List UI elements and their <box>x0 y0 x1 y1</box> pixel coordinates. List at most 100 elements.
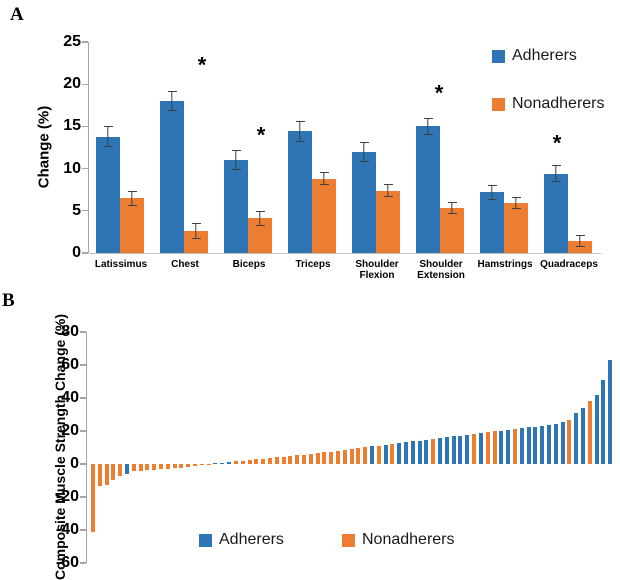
nonadherers-error-bar <box>319 171 329 186</box>
panel-a-y-tick-label: 0 <box>72 244 81 261</box>
nonadherers-bar <box>111 464 116 480</box>
panel-b-y-tick <box>80 430 86 432</box>
adherers-bar <box>499 430 504 464</box>
nonadherers-bar <box>240 460 245 464</box>
nonadherers-legend-label: Nonadherers <box>362 531 455 548</box>
panel-b-y-tick <box>80 397 86 399</box>
panel-b-y-tick-label: -60 <box>55 554 79 571</box>
adherers-bar <box>594 394 599 464</box>
adherers-bar <box>438 438 443 464</box>
significance-asterisk: * <box>197 53 207 79</box>
adherers-error-bar <box>551 165 561 183</box>
panel-b-y-tick-label: 60 <box>61 356 79 373</box>
nonadherers-bar <box>104 464 109 486</box>
nonadherers-bar <box>349 448 354 464</box>
panel-b-y-tick-label: 20 <box>61 422 79 439</box>
nonadherers-bar <box>492 431 497 464</box>
panel-b-y-tick-label: -40 <box>55 521 79 538</box>
bar-group-triceps <box>281 42 345 253</box>
nonadherers-bar <box>261 458 266 464</box>
nonadherers-bar <box>335 450 340 464</box>
adherers-bar <box>125 464 130 474</box>
bar-group-quadraceps <box>537 42 601 253</box>
panel-a-y-tick <box>82 252 88 254</box>
panel-a-y-tick-label: 5 <box>72 201 81 219</box>
nonadherers-bar <box>152 464 157 470</box>
bar-group-shoulder-flexion <box>345 42 409 253</box>
adherers-bar <box>352 151 376 253</box>
adherers-error-bar <box>359 141 369 162</box>
nonadherers-swatch <box>342 533 355 547</box>
adherers-bar <box>451 436 456 464</box>
nonadherers-bar <box>159 464 164 470</box>
nonadherers-error-bar <box>447 202 457 215</box>
nonadherers-swatch <box>492 97 505 111</box>
category-label: Latissimus <box>94 259 148 270</box>
panel-a-y-tick-label: 20 <box>63 75 81 93</box>
panel-b-y-tick <box>80 364 86 366</box>
nonadherers-bar <box>567 420 572 464</box>
bar-group-chest <box>153 42 217 253</box>
adherers-bar <box>519 428 524 464</box>
nonadherers-bar <box>91 464 95 532</box>
category-label: Triceps <box>295 259 331 270</box>
adherers-bar <box>546 424 551 464</box>
nonadherers-bar <box>376 190 400 253</box>
panel-b-legend-adherers: Adherers <box>199 531 284 548</box>
nonadherers-bar <box>504 203 528 253</box>
panel-a-x-axis-line <box>89 252 601 254</box>
nonadherers-error-bar <box>383 183 393 198</box>
adherers-bar <box>96 136 120 253</box>
nonadherers-bar <box>472 433 477 464</box>
nonadherers-bar <box>390 443 395 464</box>
nonadherers-bar <box>172 464 177 469</box>
category-label: Chest <box>171 259 199 270</box>
nonadherers-bar <box>322 452 327 464</box>
adherers-bar <box>458 435 463 464</box>
adherers-bar <box>410 441 415 464</box>
nonadherers-bar <box>315 453 320 464</box>
nonadherers-bar <box>431 438 436 464</box>
panel-b-y-tick-label: -20 <box>55 488 79 505</box>
nonadherers-bar <box>312 178 336 253</box>
panel-b-letter: B <box>2 290 15 311</box>
bar-group-biceps <box>217 42 281 253</box>
legend-item-adherers: Adherers <box>492 47 605 64</box>
panel-a-y-tick <box>82 83 88 85</box>
panel-b-y-tick-label: 0 <box>70 455 79 472</box>
nonadherers-bar <box>206 464 211 465</box>
nonadherers-bar <box>485 432 490 464</box>
adherers-error-bar <box>103 126 113 147</box>
category-label: Shoulder Extension <box>417 259 465 281</box>
panel-b-y-tick <box>80 529 86 531</box>
adherers-bar <box>526 427 531 464</box>
nonadherers-bar <box>356 447 361 464</box>
nonadherers-bar <box>363 447 368 464</box>
panel-b-legend-nonadherers: Nonadherers <box>342 531 455 548</box>
nonadherers-bar <box>247 460 252 464</box>
panel-a-y-tick-label: 15 <box>63 117 81 135</box>
adherers-error-bar <box>487 184 497 200</box>
adherers-bar <box>417 440 422 464</box>
panel-a-legend: Adherers Nonadherers <box>492 47 605 145</box>
nonadherers-legend-label: Nonadherers <box>512 95 605 112</box>
nonadherers-bar <box>120 198 144 253</box>
adherers-bar <box>424 439 429 464</box>
adherers-bar <box>160 101 184 253</box>
nonadherers-bar <box>568 241 592 253</box>
adherers-bar <box>553 423 558 464</box>
nonadherers-bar <box>329 451 334 464</box>
adherers-error-bar <box>231 150 241 171</box>
adherers-bar <box>465 434 470 464</box>
adherers-error-bar <box>167 90 177 112</box>
nonadherers-bar <box>512 429 517 464</box>
bar-group-hamstrings <box>473 42 537 253</box>
legend-item-nonadherers: Nonadherers <box>492 95 605 112</box>
panel-a-y-tick <box>82 210 88 212</box>
nonadherers-bar <box>145 464 150 471</box>
nonadherers-bar <box>288 456 293 464</box>
panel-b-y-tick <box>80 463 86 465</box>
panel-b: B Composite Muscle Strength Change (%) 8… <box>0 290 620 580</box>
adherers-bar <box>608 360 613 464</box>
significance-asterisk: * <box>256 122 266 148</box>
